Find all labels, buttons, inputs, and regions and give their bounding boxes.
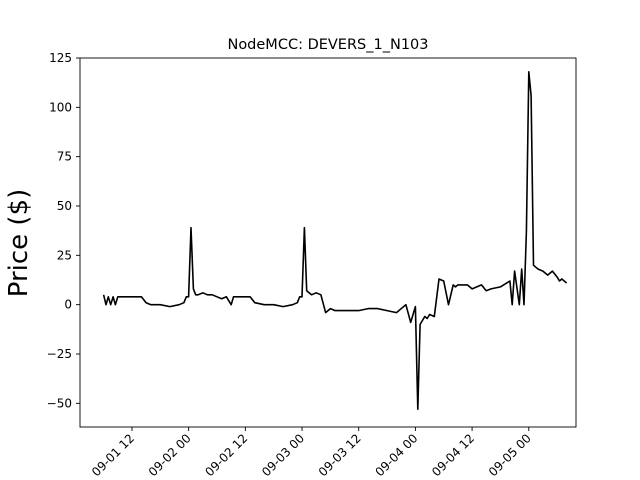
chart-title: NodeMCC: DEVERS_1_N103 [227,37,428,53]
y-tick-label: 25 [57,248,72,262]
axes-frame [79,57,577,428]
y-axis-label: Price ($) [4,189,34,298]
y-tick-label: 50 [57,199,72,213]
y-tick-label: 75 [57,150,72,164]
y-tick-label: 0 [64,298,72,312]
y-tick-label: 100 [49,100,72,114]
y-tick-label: −25 [47,347,72,361]
series-line-0 [102,71,568,411]
y-tick-label: −50 [47,396,72,410]
y-tick-label: 125 [49,51,72,65]
